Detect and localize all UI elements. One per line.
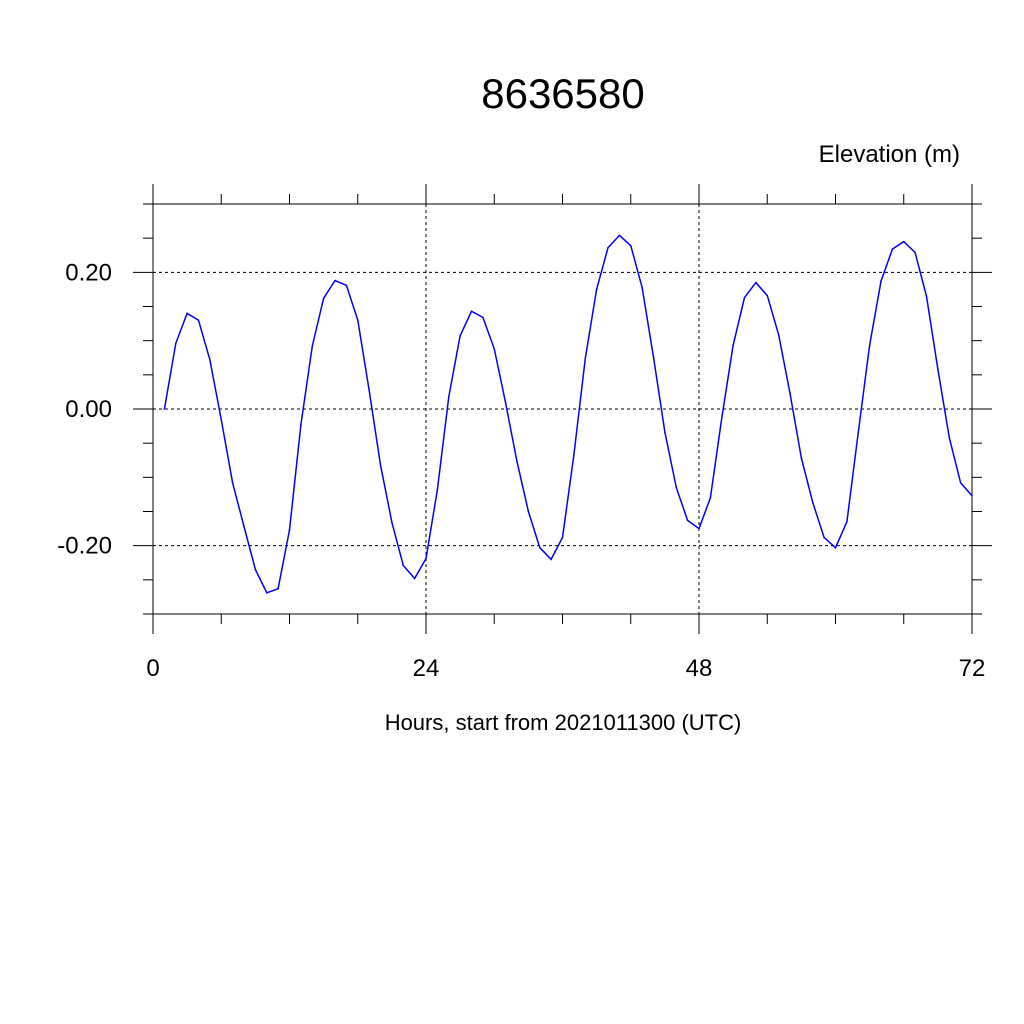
data-point — [743, 296, 746, 299]
data-point — [629, 244, 632, 247]
data-point — [834, 546, 837, 549]
data-point — [436, 488, 439, 491]
data-point — [425, 557, 427, 560]
x-tick-label: 48 — [686, 655, 713, 682]
x-tick-label: 0 — [146, 655, 159, 682]
y-tick-label: 0.00 — [65, 396, 112, 423]
data-point — [675, 486, 678, 489]
data-point — [322, 297, 325, 300]
data-point — [607, 246, 609, 249]
y-axis-label: Elevation (m) — [819, 141, 960, 168]
data-point — [573, 453, 575, 456]
series — [163, 234, 973, 594]
data-point — [311, 345, 314, 347]
data-point — [538, 546, 541, 549]
data-point — [777, 333, 780, 336]
data-point — [482, 316, 484, 319]
data-point — [732, 344, 734, 347]
data-point — [447, 395, 450, 398]
data-point — [891, 248, 894, 250]
data-point — [516, 460, 518, 463]
data-point — [766, 294, 769, 297]
data-point — [664, 431, 666, 434]
grid — [153, 204, 972, 614]
ticks — [133, 184, 992, 634]
data-point — [846, 520, 848, 523]
data-point — [823, 536, 825, 539]
x-tick-label: 72 — [959, 655, 986, 682]
data-point — [231, 482, 234, 484]
chart-title: 8636580 — [481, 70, 645, 117]
x-tick-label: 24 — [413, 655, 440, 682]
y-tick-label: -0.20 — [57, 533, 112, 560]
data-point — [243, 525, 245, 528]
data-point — [504, 402, 507, 404]
data-point — [288, 529, 291, 531]
data-point — [391, 521, 393, 524]
data-point — [789, 392, 791, 395]
series-line — [163, 234, 973, 594]
data-point — [584, 357, 587, 360]
data-point — [265, 592, 268, 594]
data-point — [334, 279, 336, 282]
data-point — [720, 417, 723, 419]
data-point — [811, 501, 814, 504]
data-point — [197, 319, 200, 321]
data-point — [163, 408, 166, 410]
data-point — [277, 587, 279, 590]
data-point — [379, 464, 382, 466]
data-point — [618, 234, 621, 237]
data-point — [709, 497, 712, 499]
plot-frame — [152, 203, 973, 615]
data-point — [470, 310, 473, 313]
data-point — [595, 288, 598, 291]
x-axis-label: Hours, start from 2021011300 (UTC) — [385, 710, 742, 735]
data-point — [937, 368, 939, 371]
data-point — [493, 348, 496, 350]
data-point — [220, 419, 223, 421]
data-point — [880, 280, 882, 283]
data-point — [345, 284, 348, 287]
data-point — [868, 344, 871, 347]
data-point — [971, 494, 973, 497]
data-point — [698, 527, 700, 530]
data-point — [459, 335, 461, 337]
data-point — [368, 389, 370, 391]
data-point — [413, 577, 416, 580]
data-point — [755, 281, 757, 284]
data-point — [356, 319, 359, 321]
data-point — [959, 482, 962, 484]
data-point — [652, 356, 655, 358]
data-point — [527, 510, 530, 513]
data-point — [800, 457, 803, 460]
data-point — [686, 519, 689, 522]
data-point — [174, 342, 177, 345]
data-point — [300, 423, 302, 426]
data-point — [641, 286, 643, 289]
data-point — [402, 564, 405, 567]
data-point — [186, 312, 188, 315]
y-tick-label: 0.20 — [65, 259, 112, 286]
data-point — [254, 568, 257, 571]
data-point — [209, 359, 211, 361]
data-point — [914, 251, 916, 254]
data-point — [550, 558, 552, 561]
tick-labels: 0 24 48 72 -0.20 0.00 0.20 — [57, 259, 985, 682]
data-point — [925, 295, 928, 298]
data-point — [902, 240, 905, 243]
data-point — [561, 536, 564, 539]
data-point — [948, 436, 951, 439]
data-point — [857, 431, 860, 434]
